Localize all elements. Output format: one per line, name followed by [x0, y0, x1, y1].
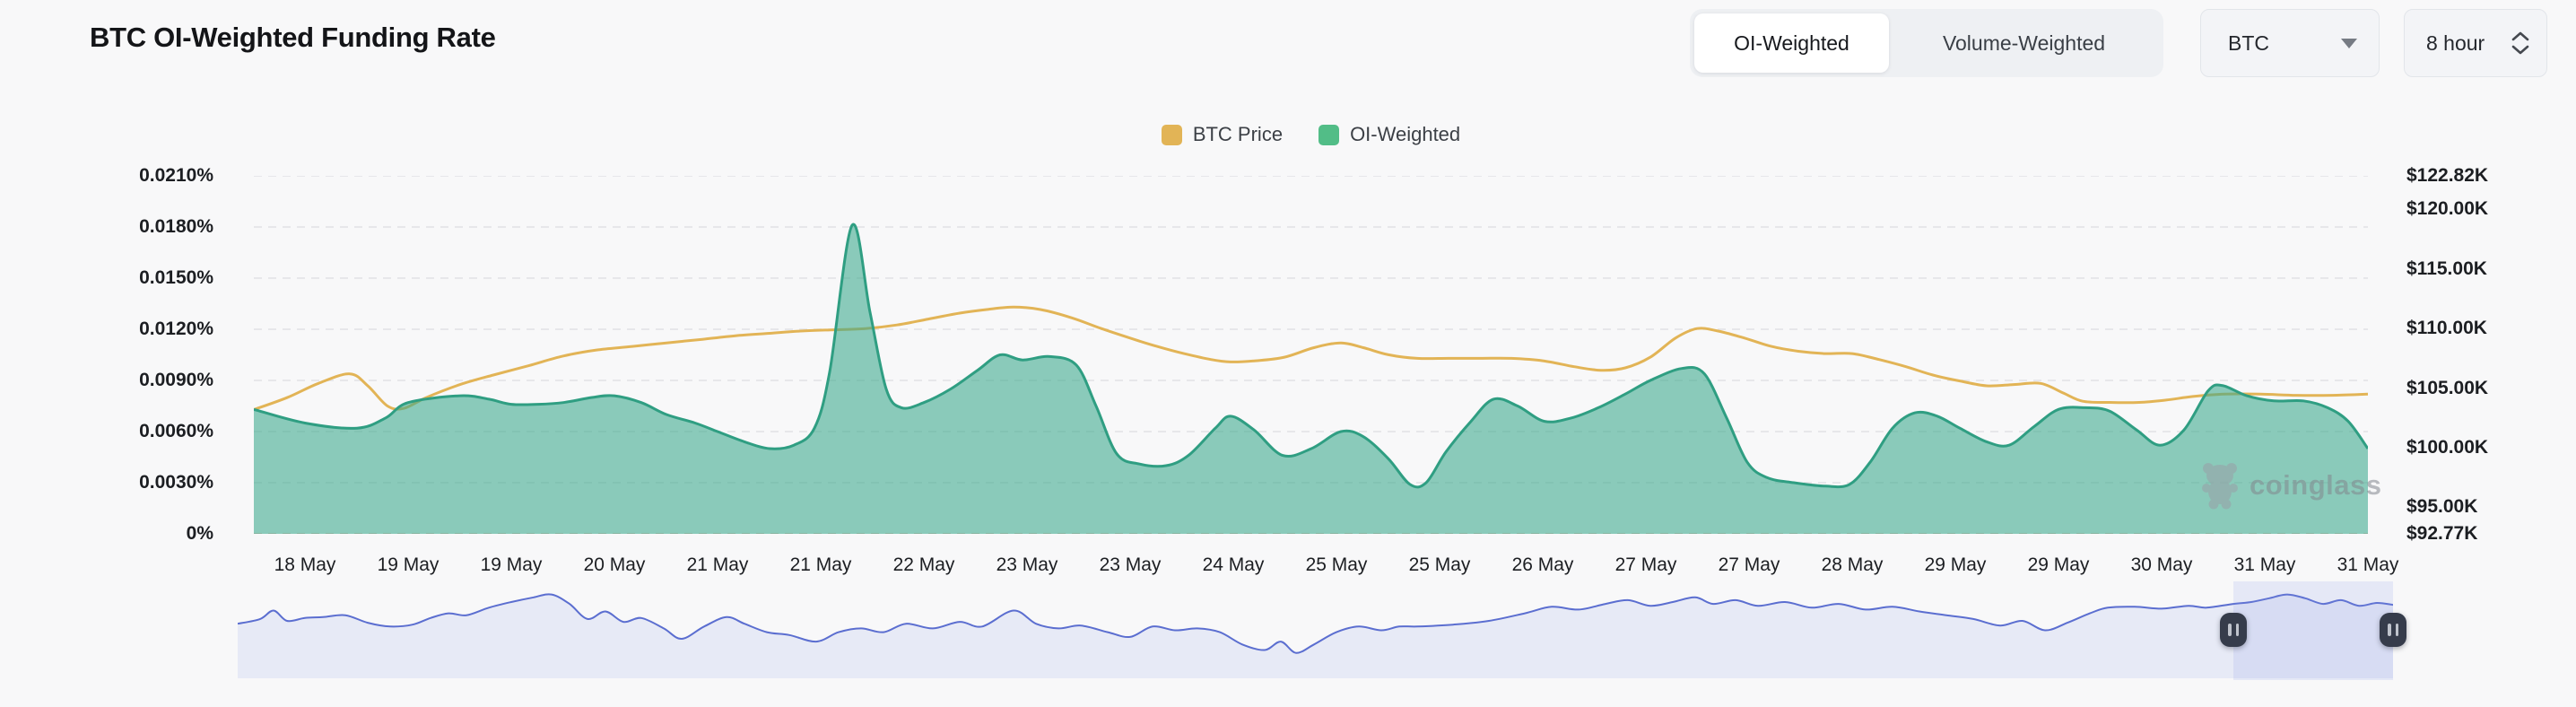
- y-right-tick: $122.82K: [2406, 165, 2489, 186]
- x-axis-tick: 19 May: [480, 554, 543, 575]
- y-left-tick: 0.0030%: [139, 472, 213, 493]
- legend-label: BTC Price: [1192, 123, 1284, 145]
- interval-select[interactable]: 8 hour: [2404, 9, 2547, 77]
- x-axis-tick: 31 May: [2233, 554, 2296, 575]
- main-chart[interactable]: [254, 176, 2368, 534]
- toggle-oi-weighted[interactable]: OI-Weighted: [1694, 13, 1889, 73]
- x-axis-tick: 25 May: [1305, 554, 1368, 575]
- chevron-down-icon: [2341, 38, 2357, 48]
- legend-swatch: [1318, 124, 1340, 145]
- x-axis-tick: 30 May: [2130, 554, 2193, 575]
- y-right-tick: $100.00K: [2406, 437, 2489, 458]
- y-left-tick: 0.0120%: [139, 319, 213, 339]
- x-axis-tick: 23 May: [1099, 554, 1162, 575]
- x-axis-tick: 24 May: [1202, 554, 1265, 575]
- x-axis-tick: 28 May: [1821, 554, 1884, 575]
- x-axis-tick: 18 May: [274, 554, 336, 575]
- x-axis-tick: 21 May: [686, 554, 749, 575]
- navigator-right-handle[interactable]: [2380, 613, 2406, 647]
- x-axis-tick: 27 May: [1718, 554, 1780, 575]
- x-axis-tick: 31 May: [2337, 554, 2399, 575]
- y-left-tick: 0%: [186, 523, 213, 544]
- legend: BTC Price OI-Weighted: [254, 122, 2368, 147]
- symbol-select-value: BTC: [2228, 31, 2269, 55]
- y-left-tick: 0.0150%: [139, 267, 213, 288]
- navigator-selected-range[interactable]: [2233, 581, 2393, 680]
- x-axis-tick: 29 May: [2027, 554, 2090, 575]
- x-axis-tick: 22 May: [892, 554, 955, 575]
- x-axis-tick: 25 May: [1408, 554, 1471, 575]
- updown-stepper-icon[interactable]: [2511, 31, 2530, 56]
- x-axis-tick: 23 May: [996, 554, 1058, 575]
- y-right-tick: $110.00K: [2406, 318, 2487, 339]
- y-right-tick: $115.00K: [2406, 257, 2487, 279]
- interval-select-value: 8 hour: [2426, 31, 2485, 55]
- legend-item[interactable]: BTC Price: [1161, 123, 1284, 146]
- legend-item[interactable]: OI-Weighted: [1318, 123, 1460, 146]
- y-left-tick: 0.0090%: [139, 370, 213, 390]
- legend-swatch: [1161, 124, 1182, 145]
- y-left-tick: 0.0210%: [139, 165, 213, 186]
- x-axis-tick: 26 May: [1511, 554, 1574, 575]
- x-axis-tick: 21 May: [789, 554, 852, 575]
- toggle-volume-weighted[interactable]: Volume-Weighted: [1942, 31, 2106, 55]
- y-right-tick: $92.77K: [2406, 523, 2478, 544]
- page-title: BTC OI-Weighted Funding Rate: [90, 22, 496, 53]
- symbol-select[interactable]: BTC: [2200, 9, 2380, 77]
- y-right-tick: $120.00K: [2406, 198, 2489, 220]
- y-left-tick: 0.0180%: [139, 216, 213, 237]
- legend-label: OI-Weighted: [1350, 123, 1461, 145]
- y-left-tick: 0.0060%: [139, 421, 213, 441]
- navigator-left-handle[interactable]: [2220, 613, 2247, 647]
- x-axis-tick: 27 May: [1614, 554, 1677, 575]
- x-axis-tick: 20 May: [583, 554, 646, 575]
- y-right-tick: $105.00K: [2406, 377, 2489, 398]
- x-axis-tick: 29 May: [1924, 554, 1987, 575]
- range-navigator[interactable]: [238, 583, 2393, 678]
- weight-toggle: OI-Weighted Volume-Weighted: [1690, 9, 2163, 77]
- x-axis-tick: 19 May: [377, 554, 439, 575]
- y-right-tick: $95.00K: [2406, 496, 2478, 518]
